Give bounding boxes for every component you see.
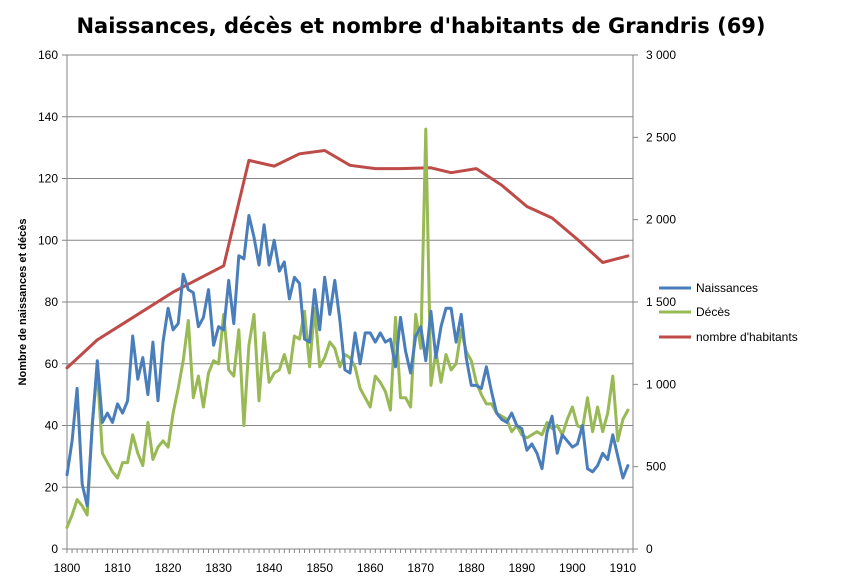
y2-tick-label-500: 500 <box>646 460 666 474</box>
series-line-naissances <box>65 214 630 508</box>
y-tick-label-40: 40 <box>45 419 59 433</box>
y-tick-label-80: 80 <box>45 295 59 309</box>
series-lines <box>65 127 630 529</box>
y-tick-label-60: 60 <box>45 357 59 371</box>
chart-title: Naissances, décès et nombre d'habitants … <box>76 14 765 38</box>
x-axis-ticks: 1800 1810 1820 1830 1840 1850 1860 1870 1880 1890… <box>54 549 637 575</box>
legend: Naissances Décès nombre d'habitants <box>659 281 798 344</box>
x-tick-label-1900: 1900 <box>559 561 586 575</box>
y2-tick-label-2500: 2 500 <box>646 130 676 144</box>
legend-label-d-c-s: Décès <box>696 305 730 319</box>
series-line-d-c-s <box>65 127 630 529</box>
x-tick-label-1820: 1820 <box>155 561 182 575</box>
x-tick-label-1880: 1880 <box>458 561 485 575</box>
y-tick-label-140: 140 <box>38 110 58 124</box>
legend-label-nombre-d-habitants: nombre d'habitants <box>696 330 798 344</box>
legend-label-naissances: Naissances <box>696 281 758 295</box>
x-tick-label-1810: 1810 <box>104 561 131 575</box>
y2-tick-label-1000: 1 000 <box>646 377 676 391</box>
y-tick-label-120: 120 <box>38 172 58 186</box>
y-axis-left-ticks: 0 20 40 60 80 100 120 140 160 <box>38 48 67 556</box>
x-tick-label-1890: 1890 <box>508 561 535 575</box>
y-tick-label-0: 0 <box>51 542 58 556</box>
y-tick-label-160: 160 <box>38 48 58 62</box>
x-tick-label-1860: 1860 <box>357 561 384 575</box>
y2-tick-label-1500: 1 500 <box>646 295 676 309</box>
y-tick-label-100: 100 <box>38 233 58 247</box>
series-line-nombre-d-habitants <box>65 149 630 370</box>
y2-tick-label-3000: 3 000 <box>646 48 676 62</box>
x-tick-label-1910: 1910 <box>610 561 637 575</box>
y2-tick-label-2000: 2 000 <box>646 213 676 227</box>
x-tick-label-1850: 1850 <box>306 561 333 575</box>
x-tick-label-1830: 1830 <box>205 561 232 575</box>
x-tick-label-1800: 1800 <box>54 561 81 575</box>
y-tick-label-20: 20 <box>45 480 59 494</box>
y2-tick-label-0: 0 <box>646 542 653 556</box>
x-tick-label-1840: 1840 <box>256 561 283 575</box>
y-axis-right-ticks: 0 500 1 000 1 500 2 000 2 500 3 000 <box>633 48 676 556</box>
y-axis-label: Nombre de naissances et décès <box>17 219 29 386</box>
x-tick-label-1870: 1870 <box>407 561 434 575</box>
